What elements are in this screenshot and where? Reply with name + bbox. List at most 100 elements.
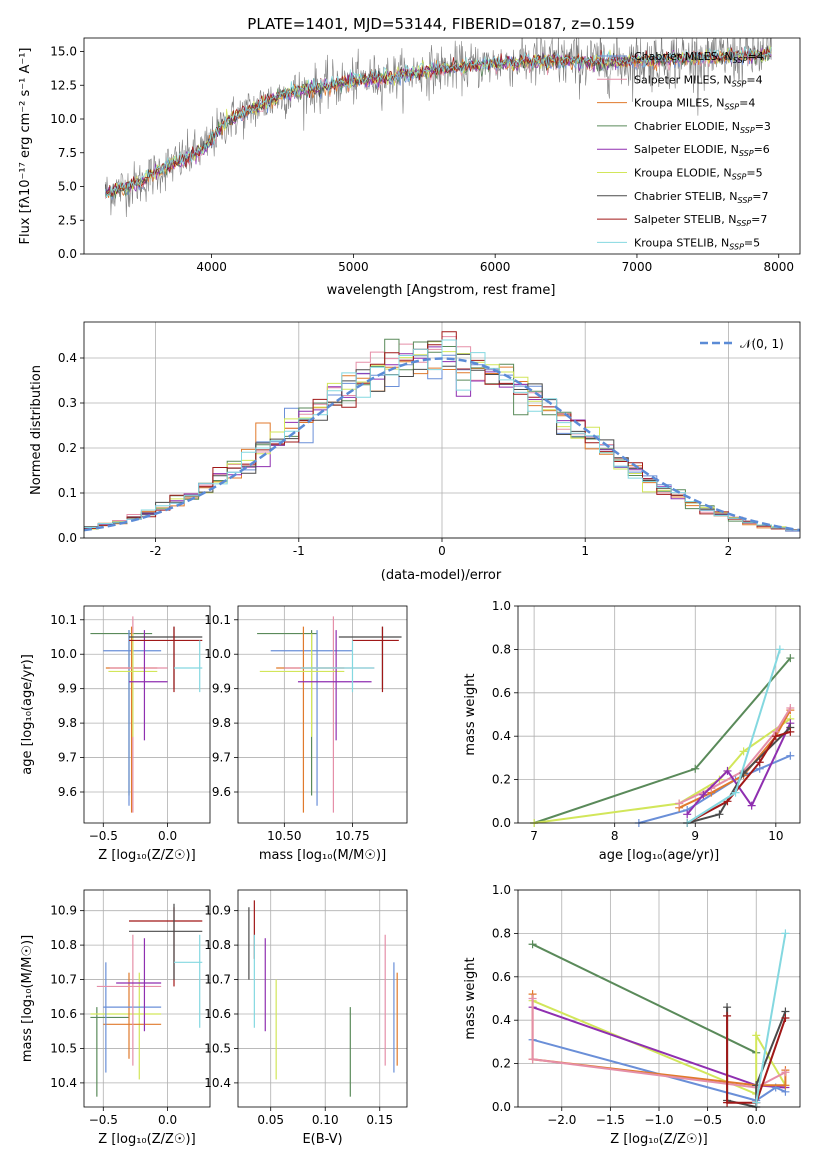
x-tick-label: 0 — [438, 544, 446, 558]
mass-vs-ebv-panel: 0.05 0.10 0.15 10.4 10.5 10.6 10.7 10.8 10.9 E(B-… — [204, 889, 408, 1147]
weight-marker-chabrier-stelib — [723, 1003, 732, 1012]
x-tick-label: 10.50 — [267, 829, 301, 843]
legend-label-salpeter-stelib: Salpeter STELIB, NSSP=7 — [634, 213, 767, 228]
y-tick-label: 9.9 — [58, 682, 77, 696]
weight-marker-chabrier-stelib — [715, 810, 724, 819]
spectrum-ticks: 4000 5000 6000 7000 8000 0.0 2.5 5.0 7.5 10.0 12.5… — [50, 45, 794, 275]
weight-line-chabrier-elodie — [532, 943, 757, 1054]
x-tick-label: −1.0 — [644, 1113, 673, 1127]
y-tick-label: 0.6 — [492, 970, 511, 984]
spectrum-title: PLATE=1401, MJD=53144, FIBERID=0187, z=0… — [247, 15, 634, 33]
y-tick-label: 1.0 — [492, 883, 511, 897]
x-tick-label: 8 — [611, 829, 619, 843]
residuals-grid: -2 -1 0 1 2 0.0 0.1 0.2 0.3 0.4 — [58, 322, 800, 558]
xlabel-weight_vs_Z: Z [log₁₀(Z/Z☉)] — [610, 1132, 707, 1147]
weight-vs-z-panel: −2.0 −1.5 −1.0 −0.5 0.0 0.0 0.2 0.4 0.6 0.8 1.0 Z [… — [463, 883, 801, 1147]
weight-line-salpeter-stelib — [726, 1015, 787, 1104]
weight-marker-kroupa-elodie — [752, 1031, 761, 1040]
weight-marker-kroupa-stelib — [775, 645, 784, 654]
y-tick-label: 10.8 — [50, 938, 77, 952]
weight-marker-salpeter-stelib — [786, 727, 795, 736]
y-tick-label: 9.9 — [212, 682, 231, 696]
weight-marker-kroupa-elodie — [739, 747, 748, 756]
spectrum-lines — [104, 38, 772, 218]
weight-marker-salpeter-miles — [528, 1055, 537, 1064]
gaussian-legend-label: 𝒩(0, 1) — [740, 337, 784, 351]
x-tick-label: −0.5 — [89, 829, 118, 843]
y-tick-label: 10.6 — [204, 1007, 231, 1021]
weight-marker-salpeter-elodie — [683, 810, 692, 819]
y-tick-label: 12.5 — [50, 78, 77, 92]
y-tick-label: 10.1 — [50, 613, 77, 627]
legend-label-kroupa-elodie: Kroupa ELODIE, NSSP=5 — [634, 167, 763, 182]
weight-line-chabrier-stelib — [686, 726, 791, 824]
ylabel-weight_vs_Z: mass weight — [463, 957, 478, 1039]
spectrum-legend: Chabrier MILES, NSSP=4 Salpeter MILES, NS… — [597, 50, 771, 251]
y-tick-label: 0.2 — [492, 773, 511, 787]
legend-label-chabrier-miles: Chabrier MILES, NSSP=4 — [634, 50, 764, 65]
age-vs-z-panel: −0.5 0.0 9.6 9.7 9.8 9.9 10.0 10.1 Z [log₁₀(Z/Z☉… — [20, 605, 211, 863]
weight-marker-chabrier-elodie — [786, 654, 795, 663]
y-tick-label: 0.0 — [58, 247, 77, 261]
x-tick-label: 7 — [530, 829, 538, 843]
frame-mass_vs_ebv — [237, 889, 408, 1108]
frame-age_vs_Z — [83, 605, 211, 824]
x-tick-label: 10 — [768, 829, 783, 843]
ylabel-weight_vs_age: mass weight — [463, 673, 478, 755]
weight-marker-salpeter-elodie — [699, 790, 708, 799]
y-tick-label: 0.6 — [492, 686, 511, 700]
model-spectrum-salpeter-stelib — [105, 47, 772, 196]
ylabel-mass_vs_Z: mass [log₁₀(M/M☉)] — [20, 935, 35, 1062]
y-tick-label: 10.9 — [204, 904, 231, 918]
x-tick-label: -2 — [150, 544, 162, 558]
weight-marker-salpeter-miles — [781, 1068, 790, 1077]
weight-marker-salpeter-miles — [675, 799, 684, 808]
legend-label-kroupa-miles: Kroupa MILES, NSSP=4 — [634, 97, 755, 112]
weight-marker-chabrier-elodie — [528, 940, 537, 949]
y-tick-label: 7.5 — [58, 146, 77, 160]
x-tick-label: −1.5 — [596, 1113, 625, 1127]
spectrum-ylabel: Flux [fλ10⁻¹⁷ erg cm⁻² s⁻¹ A⁻¹] — [18, 48, 33, 245]
legend-label-kroupa-stelib: Kroupa STELIB, NSSP=5 — [634, 236, 760, 251]
y-tick-label: 10.0 — [50, 112, 77, 126]
y-tick-label: 1.0 — [492, 599, 511, 613]
model-spectrum-kroupa-stelib — [104, 46, 772, 198]
residuals-frame — [83, 321, 801, 539]
weight-marker-salpeter-elodie — [747, 801, 756, 810]
y-tick-label: 0.4 — [492, 1013, 511, 1027]
legend-label-chabrier-stelib: Chabrier STELIB, NSSP=7 — [634, 190, 768, 205]
spectrum-panel: PLATE=1401, MJD=53144, FIBERID=0187, z=0… — [18, 15, 801, 298]
legend-label-salpeter-miles: Salpeter MILES, NSSP=4 — [634, 73, 763, 88]
y-tick-label: 10.4 — [50, 1076, 77, 1090]
legend-label-chabrier-elodie: Chabrier ELODIE, NSSP=3 — [634, 120, 771, 135]
y-tick-label: 10.1 — [204, 613, 231, 627]
y-tick-label: 0.3 — [58, 396, 77, 410]
weight-marker-kroupa-stelib — [731, 788, 740, 797]
x-tick-label: -1 — [293, 544, 305, 558]
y-tick-label: 5.0 — [58, 180, 77, 194]
y-tick-label: 10.0 — [204, 647, 231, 661]
weight-line-salpeter-miles — [531, 998, 786, 1089]
weight-marker-chabrier-elodie — [691, 764, 700, 773]
residuals-xlabel: (data-model)/error — [381, 568, 502, 583]
age-vs-mass-panel: 10.50 10.75 9.6 9.7 9.8 9.9 10.0 10.1 mass [log₁… — [204, 605, 408, 863]
weight-marker-kroupa-miles — [781, 1081, 790, 1090]
x-tick-label: 0.05 — [257, 1113, 284, 1127]
x-tick-label: 5000 — [338, 260, 369, 274]
x-tick-label: 10.75 — [335, 829, 369, 843]
y-tick-label: 0.0 — [58, 531, 77, 545]
x-tick-label: −0.5 — [693, 1113, 722, 1127]
xlabel-age_vs_mass: mass [log₁₀(M/M☉)] — [259, 848, 386, 863]
y-tick-label: 10.7 — [50, 973, 77, 987]
y-tick-label: 0.2 — [492, 1057, 511, 1071]
x-tick-label: 2 — [725, 544, 733, 558]
y-tick-label: 10.9 — [50, 904, 77, 918]
data-spectrum — [105, 38, 772, 218]
weight-marker-salpeter-stelib — [771, 732, 780, 741]
weight-marker-chabrier-miles — [786, 751, 795, 760]
weight-marker-kroupa-stelib — [752, 1098, 761, 1107]
x-tick-label: −0.5 — [89, 1113, 118, 1127]
weight-marker-salpeter-stelib — [723, 1011, 732, 1020]
weight-line-chabrier-miles — [638, 754, 791, 824]
y-tick-label: 15.0 — [50, 45, 77, 59]
